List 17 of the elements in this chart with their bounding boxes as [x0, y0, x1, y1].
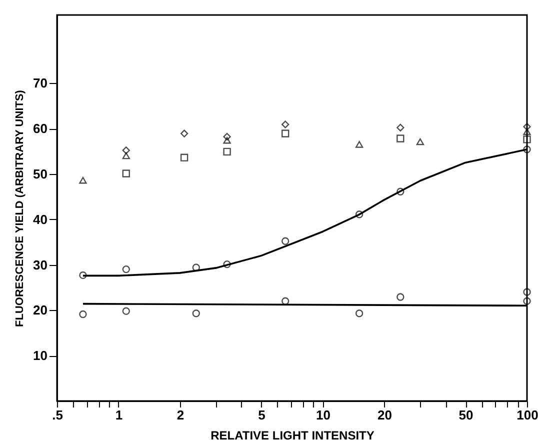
x-tick-label: 10 [316, 408, 330, 422]
y-axis-title: FLUORESCENCE YIELD (ARBITRARY UNITS) [14, 90, 26, 327]
y-tick-label: 40 [33, 212, 48, 227]
y-tick-label: 70 [33, 76, 48, 91]
x-axis-title: RELATIVE LIGHT INTENSITY [210, 428, 374, 442]
y-tick-label: 60 [33, 121, 48, 136]
x-tick-label: 1 [115, 408, 123, 422]
y-tick-label: 30 [33, 257, 48, 272]
x-tick-label: 2 [176, 408, 184, 422]
x-tick-label: 20 [377, 408, 392, 422]
y-tick-label: 50 [33, 166, 48, 182]
x-tick-label: 100 [516, 408, 538, 422]
x-tick-label: 50 [458, 408, 474, 422]
y-tick-label: 20 [33, 302, 48, 318]
y-tick-label: 10 [33, 348, 48, 364]
x-tick-label: .5 [52, 408, 63, 422]
x-tick-label: 5 [258, 408, 266, 422]
